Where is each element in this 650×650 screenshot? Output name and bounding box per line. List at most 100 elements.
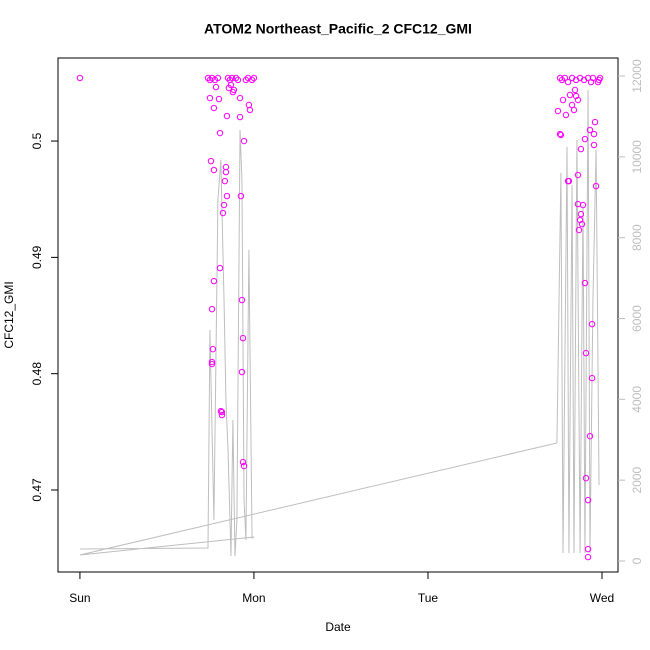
y2-tick-label: 10000 <box>630 140 644 174</box>
point <box>227 81 235 89</box>
point <box>570 106 578 114</box>
point <box>210 104 218 112</box>
point <box>222 168 230 176</box>
y2-tick-label: 12000 <box>630 59 644 93</box>
point <box>591 118 599 126</box>
point <box>557 131 565 139</box>
x-tick-label: Tue <box>418 591 439 605</box>
point <box>76 74 84 82</box>
point <box>210 277 218 285</box>
point <box>592 182 600 190</box>
point <box>216 129 224 137</box>
y2-tick-label: 6000 <box>630 305 644 332</box>
point <box>554 107 562 115</box>
point <box>250 74 258 82</box>
point <box>206 94 214 102</box>
point <box>218 411 226 419</box>
point <box>578 220 586 228</box>
plot-frame <box>57 57 619 573</box>
point <box>238 296 246 304</box>
line-series <box>79 89 600 557</box>
point <box>215 95 223 103</box>
point <box>240 137 248 145</box>
point <box>238 368 246 376</box>
point <box>574 96 582 104</box>
point <box>577 145 585 153</box>
point <box>581 135 589 143</box>
point <box>584 545 592 553</box>
point <box>566 91 574 99</box>
point <box>204 74 212 82</box>
y2-tick-label: 4000 <box>630 386 644 413</box>
y-tick-label: 0.47 <box>30 478 44 502</box>
point <box>209 345 217 353</box>
point <box>210 166 218 174</box>
point <box>242 76 250 84</box>
point <box>239 458 247 466</box>
point <box>220 201 228 209</box>
point <box>590 130 598 138</box>
point <box>574 171 582 179</box>
point <box>208 305 216 313</box>
x-axis-label: Date <box>325 620 351 634</box>
y2-tick-label: 0 <box>630 557 644 564</box>
point <box>217 407 225 415</box>
point <box>575 226 583 234</box>
point <box>236 94 244 102</box>
x-tick-label: Sun <box>69 591 90 605</box>
point <box>228 74 236 82</box>
point <box>584 553 592 561</box>
point <box>581 279 589 287</box>
point <box>559 96 567 104</box>
point <box>584 496 592 504</box>
point <box>232 74 240 82</box>
y-tick-label: 0.48 <box>30 362 44 386</box>
chart-title: ATOM2 Northeast_Pacific_2 CFC12_GMI <box>204 21 472 37</box>
point <box>582 474 590 482</box>
y-tick-label: 0.5 <box>30 132 44 149</box>
point <box>230 86 238 94</box>
point <box>246 106 254 114</box>
point <box>248 76 256 84</box>
y2-tick-label: 8000 <box>630 224 644 251</box>
y-axis-label: CFC12_GMI <box>2 281 16 348</box>
point <box>589 74 597 82</box>
point <box>236 113 244 121</box>
point <box>564 78 572 86</box>
x-tick-label: Mon <box>242 591 265 605</box>
point <box>590 141 598 149</box>
point <box>582 349 590 357</box>
y2-tick-label: 2000 <box>630 467 644 494</box>
point <box>561 74 569 82</box>
point <box>588 374 596 382</box>
point <box>207 157 215 165</box>
point <box>572 92 580 100</box>
point <box>208 360 216 368</box>
point <box>586 126 594 134</box>
point <box>586 432 594 440</box>
y-tick-label: 0.49 <box>30 245 44 269</box>
point <box>218 408 226 416</box>
point <box>237 192 245 200</box>
point <box>579 201 587 209</box>
point <box>216 264 224 272</box>
point <box>556 74 564 82</box>
point <box>221 177 229 185</box>
point <box>556 130 564 138</box>
point <box>212 83 220 91</box>
point <box>240 462 248 470</box>
point <box>571 86 579 94</box>
point <box>223 112 231 120</box>
point <box>224 74 232 82</box>
point <box>234 76 242 84</box>
point <box>214 74 222 82</box>
point <box>239 334 247 342</box>
point <box>588 320 596 328</box>
point <box>596 74 604 82</box>
point <box>584 74 592 82</box>
point <box>208 358 216 366</box>
point <box>223 192 231 200</box>
